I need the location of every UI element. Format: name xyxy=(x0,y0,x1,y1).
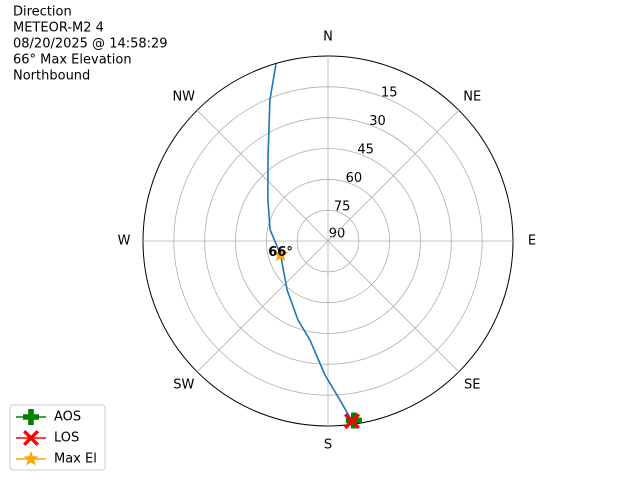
title-line: METEOR-M2 4 xyxy=(13,21,104,36)
r-tick-label: 60 xyxy=(346,171,363,186)
legend-marker xyxy=(23,451,39,466)
r-tick-label: 75 xyxy=(334,199,351,214)
theta-tick-label: SW xyxy=(173,378,194,393)
theta-tick-label: E xyxy=(528,234,536,249)
r-tick-label: 90 xyxy=(329,227,346,242)
title-line: Northbound xyxy=(13,69,90,84)
theta-tick-label: SE xyxy=(464,378,480,393)
grid-spoke xyxy=(327,240,460,373)
annotation: 66° xyxy=(268,245,293,260)
theta-tick-label: W xyxy=(118,234,131,249)
marker xyxy=(272,246,289,262)
legend-marker xyxy=(23,409,39,425)
r-tick-label: 45 xyxy=(357,142,374,157)
theta-tick-label: NE xyxy=(463,89,481,104)
r-tick-label: 30 xyxy=(369,114,386,129)
grid-spoke xyxy=(196,109,329,242)
grid-spoke xyxy=(196,240,329,373)
legend-label: AOS xyxy=(54,410,81,425)
track-line xyxy=(267,63,353,422)
title-line: Direction xyxy=(13,5,72,20)
legend-label: LOS xyxy=(54,431,79,446)
r-tick-label: 15 xyxy=(381,86,398,101)
theta-tick-label: N xyxy=(323,30,333,45)
marker xyxy=(344,413,361,430)
legend-marker xyxy=(23,430,39,446)
grid-spoke xyxy=(327,109,460,242)
legend-label: Max El xyxy=(54,452,97,467)
title-line: 66° Max Elevation xyxy=(13,53,132,68)
theta-tick-label: NW xyxy=(172,89,195,104)
theta-tick-label: S xyxy=(324,438,332,453)
legend: AOS LOS Max El xyxy=(9,404,106,471)
title-line: 08/20/2025 @ 14:58:29 xyxy=(13,37,168,52)
